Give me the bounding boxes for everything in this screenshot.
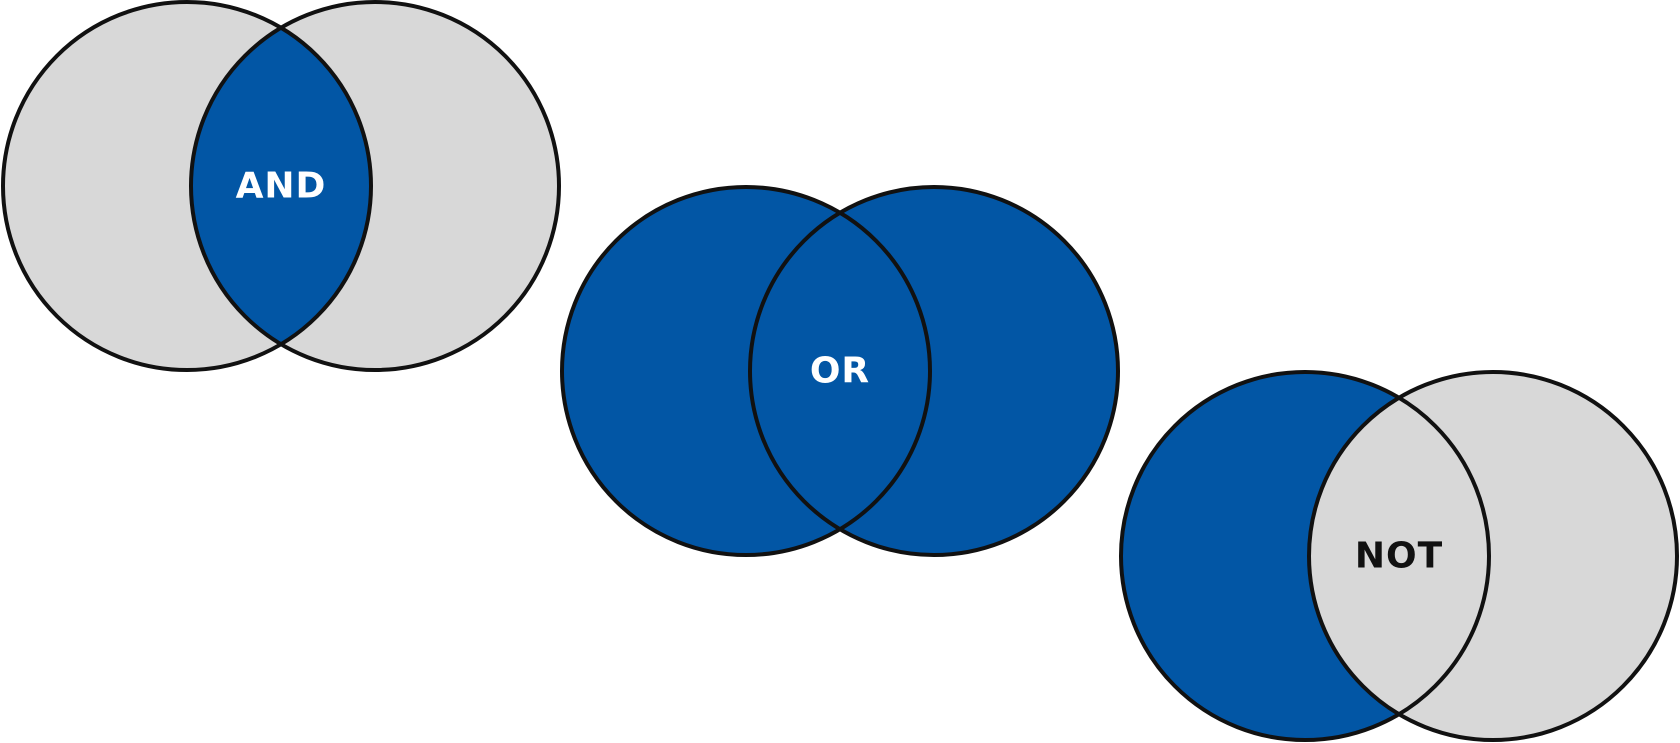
venn-not-right-outline xyxy=(1307,370,1679,742)
venn-and-label: AND xyxy=(236,166,327,207)
venn-or-left-outline xyxy=(560,185,932,557)
venn-or-overlap-region xyxy=(750,187,930,555)
venn-and-right-outline xyxy=(189,0,561,372)
venn-diagram-and: AND xyxy=(1,0,561,372)
venn-diagram-not: NOT xyxy=(1119,370,1679,742)
venn-not-overlap-region xyxy=(1309,372,1489,740)
venn-or-label: OR xyxy=(810,351,870,392)
venn-or-right-outline xyxy=(748,185,1120,557)
venn-not-left-outline xyxy=(1119,370,1491,742)
venn-and-overlap-region xyxy=(191,2,371,370)
venn-diagram-or: OR xyxy=(560,185,1120,557)
venn-and-left-outline xyxy=(1,0,373,372)
venn-not-label: NOT xyxy=(1355,536,1443,577)
